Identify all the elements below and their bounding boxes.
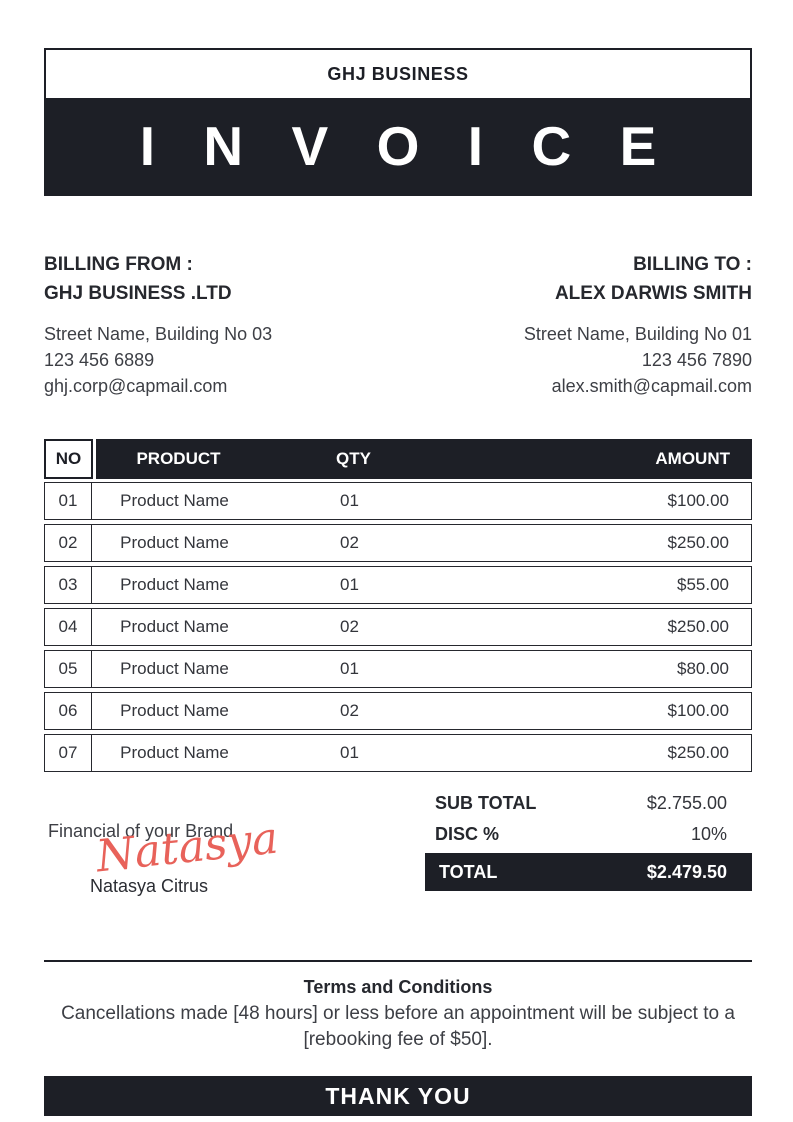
row-amount: $250.00: [667, 617, 729, 636]
subtotal-label: SUB TOTAL: [435, 793, 537, 813]
table-body: 01 Product Name 01 $100.00 02 Product Na…: [44, 482, 752, 772]
total-label: TOTAL: [439, 861, 498, 882]
invoice-title: INVOICE: [139, 115, 705, 177]
subtotal-value: $2.755.00: [646, 793, 727, 813]
company-name: GHJ BUSINESS: [327, 63, 469, 84]
header-product: PRODUCT: [136, 449, 221, 468]
table-row: 01 Product Name 01 $100.00: [44, 482, 752, 520]
row-qty: 01: [340, 743, 359, 762]
row-qty: 01: [340, 659, 359, 678]
header-no: NO: [44, 439, 93, 479]
row-amount: $100.00: [667, 491, 729, 510]
billing-from-block: BILLING FROM : GHJ BUSINESS .LTD Street …: [44, 250, 272, 399]
row-qty: 02: [340, 533, 359, 552]
row-amount: $100.00: [667, 701, 729, 720]
row-product: Product Name: [120, 617, 229, 636]
row-no: 06: [45, 693, 92, 729]
row-amount: $250.00: [667, 533, 729, 552]
table-header-band: PRODUCT QTY AMOUNT: [96, 439, 752, 479]
table-row: 03 Product Name 01 $55.00: [44, 566, 752, 604]
billing-from-details: Street Name, Building No 03 123 456 6889…: [44, 321, 272, 399]
summary-section: Financial of your Brand Natasya Natasya …: [44, 788, 752, 918]
table-row: 07 Product Name 01 $250.00: [44, 734, 752, 772]
terms-title: Terms and Conditions: [303, 977, 493, 997]
terms-body: Cancellations made [48 hours] or less be…: [61, 1003, 735, 1050]
row-qty: 02: [340, 617, 359, 636]
invoice-header: GHJ BUSINESS INVOICE: [44, 48, 752, 196]
row-qty: 02: [340, 701, 359, 720]
row-product: Product Name: [120, 533, 229, 552]
row-qty: 01: [340, 491, 359, 510]
row-product: Product Name: [120, 743, 229, 762]
billing-from-label: BILLING FROM :: [44, 254, 193, 275]
subtotal-row: SUB TOTAL $2.755.00: [425, 788, 752, 819]
billing-from-name: GHJ BUSINESS .LTD: [44, 283, 232, 304]
totals-block: SUB TOTAL $2.755.00 DISC % 10% TOTAL $2.…: [425, 788, 752, 918]
billing-from-phone: 123 456 6889: [44, 350, 155, 370]
billing-from-address: Street Name, Building No 03: [44, 324, 273, 344]
company-band: GHJ BUSINESS: [46, 50, 750, 98]
table-row: 04 Product Name 02 $250.00: [44, 608, 752, 646]
billing-to-block: BILLING TO : ALEX DARWIS SMITH Street Na…: [524, 250, 752, 399]
row-amount: $250.00: [667, 743, 729, 762]
billing-section: BILLING FROM : GHJ BUSINESS .LTD Street …: [44, 250, 752, 399]
row-no: 05: [45, 651, 92, 687]
thank-you-text: THANK YOU: [325, 1082, 471, 1109]
row-amount: $55.00: [677, 575, 729, 594]
table-header-row: NO PRODUCT QTY AMOUNT: [44, 439, 752, 479]
signature-area: Financial of your Brand Natasya Natasya …: [44, 788, 425, 918]
row-qty: 01: [340, 575, 359, 594]
billing-to-name: ALEX DARWIS SMITH: [554, 283, 752, 304]
row-no: 02: [45, 525, 92, 561]
billing-from-email: ghj.corp@capmail.com: [44, 376, 228, 396]
row-product: Product Name: [120, 701, 229, 720]
row-product: Product Name: [120, 491, 229, 510]
row-no: 03: [45, 567, 92, 603]
billing-to-phone: 123 456 7890: [641, 350, 752, 370]
row-no: 04: [45, 609, 92, 645]
total-value: $2.479.50: [646, 861, 727, 882]
header-qty: QTY: [336, 449, 371, 468]
header-amount: AMOUNT: [655, 449, 730, 468]
table-row: 05 Product Name 01 $80.00: [44, 650, 752, 688]
table-row: 06 Product Name 02 $100.00: [44, 692, 752, 730]
signature-tagline: Financial of your Brand: [48, 821, 234, 841]
row-no: 07: [45, 735, 92, 771]
signature-name: Natasya Citrus: [90, 876, 209, 896]
row-no: 01: [45, 483, 92, 519]
terms-section: Terms and Conditions Cancellations made …: [44, 977, 752, 1053]
discount-value: 10%: [690, 824, 727, 844]
billing-to-address: Street Name, Building No 01: [523, 324, 752, 344]
invoice-title-band: INVOICE: [46, 98, 750, 194]
row-amount: $80.00: [677, 659, 729, 678]
table-row: 02 Product Name 02 $250.00: [44, 524, 752, 562]
row-product: Product Name: [120, 659, 229, 678]
discount-row: DISC % 10%: [425, 819, 752, 850]
row-product: Product Name: [120, 575, 229, 594]
terms-divider: [44, 960, 752, 962]
billing-to-details: Street Name, Building No 01 123 456 7890…: [524, 321, 752, 399]
discount-label: DISC %: [435, 824, 500, 844]
items-table: NO PRODUCT QTY AMOUNT 01 Product Name 01…: [44, 439, 752, 772]
thank-you-bar: THANK YOU: [44, 1076, 752, 1116]
billing-to-email: alex.smith@capmail.com: [551, 376, 752, 396]
billing-to-label: BILLING TO :: [633, 254, 752, 275]
total-row: TOTAL $2.479.50: [425, 853, 752, 891]
